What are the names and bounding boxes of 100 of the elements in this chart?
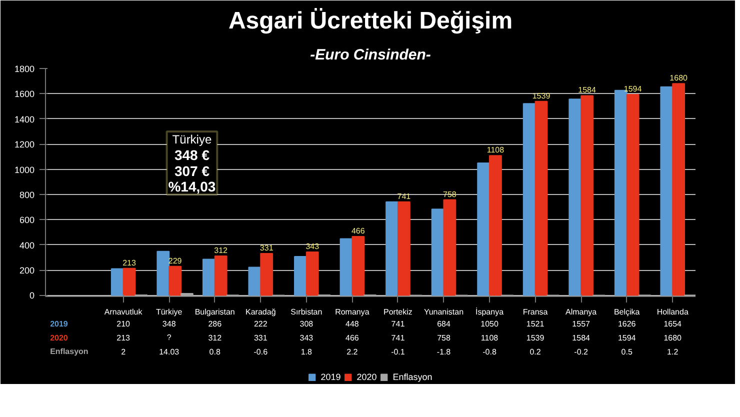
bar [580,95,594,296]
data-label: 1108 [480,334,499,342]
data-label: 1.2 [667,348,679,356]
bar [156,250,170,296]
bar [202,258,216,296]
legend-label: 2019 [320,372,341,382]
x-tick-label: Belçika [614,308,640,316]
data-label: 213 [116,334,131,342]
bar [672,83,686,296]
data-label: 1680 [664,334,682,342]
text: 2019 [50,320,68,328]
data-label: 1557 [572,320,591,328]
bar [489,155,502,296]
data-label: 1584 [572,334,591,342]
bar [122,268,136,296]
bar [443,199,456,296]
x-tick-label: Yunanistan [424,308,464,316]
data-label: ? [166,333,172,342]
bar [168,266,182,296]
x-tick-label: Almanya [566,308,598,316]
data-label: 1521 [526,320,545,328]
y-tick-label: 800 [19,190,35,200]
x-tick-label: Bulgaristan [194,308,235,316]
data-label: 331 [254,334,268,342]
data-label: 348 [162,320,176,328]
annotation: 1108 [486,146,505,155]
x-tick-label: Sırbistan [290,308,322,316]
data-label: 210 [116,320,131,328]
data-label: 1539 [526,334,545,342]
annotation: 213 [122,258,136,268]
y-tick-label: 1400 [14,114,35,124]
annotation: 348 € [174,147,210,164]
legend-label: Enflasyon [392,372,432,382]
data-label: 2.2 [346,348,358,356]
annotation: 307 € [174,162,210,179]
data-label: 0.2 [530,348,542,356]
y-tick-label: 1600 [14,89,35,100]
annotation: 1594 [624,84,642,94]
data-label: 466 [346,334,360,342]
data-label: 312 [208,334,222,342]
data-label: 2 [121,348,126,356]
bar [248,266,262,296]
data-label: -0.1 [391,348,406,356]
data-label: 1654 [664,320,682,328]
data-label: 222 [254,320,268,328]
data-label: -0.6 [254,348,268,356]
data-label: 0.5 [621,348,633,356]
annotation: 331 [260,244,274,253]
data-label: 1626 [618,320,636,328]
bar [534,100,548,296]
data-label: 0.8 [209,348,221,356]
chart-title: Asgari Ücretteki Değişim [228,8,513,34]
data-label: 308 [300,320,314,328]
y-tick-label: 1000 [14,164,35,175]
y-tick-label: 1800 [14,64,35,74]
data-label: 758 [437,334,451,342]
y-tick-label: 200 [19,266,35,276]
bar [568,98,582,296]
data-label: -1.8 [436,348,452,356]
x-tick-label: Hollanda [656,308,689,316]
data-label: 343 [300,334,314,342]
bar [214,255,228,296]
data-label: 14.03 [159,348,180,356]
bar [660,86,674,296]
bar [110,268,124,296]
data-label: 741 [391,320,406,328]
text: 2020 [50,334,68,342]
data-label: 448 [346,320,360,328]
data-label: 1594 [618,334,636,342]
y-tick-label: 600 [19,215,35,226]
annotation: 1680 [670,74,688,83]
y-tick-label: 1200 [14,140,35,150]
annotation: Türkiye [172,132,212,146]
x-tick-label: Romanya [335,308,370,316]
bar [626,94,640,296]
annotation: 1539 [532,91,551,100]
bar [522,103,536,296]
x-tick-label: İspanya [476,308,504,316]
text: Enflasyon [50,347,88,356]
legend-label: 2020 [356,372,377,382]
x-tick-label: Arnavutluk [104,308,144,316]
bar [386,201,398,296]
y-tick-label: 400 [19,240,35,250]
bar [306,252,319,296]
x-tick-label: Portekiz [384,308,412,316]
data-label: 1050 [480,320,499,328]
data-label: -0.2 [574,348,589,356]
bar [352,236,365,296]
data-label: 1.8 [300,348,313,356]
annotation: 312 [214,246,228,255]
x-tick-label: Fransa [522,308,548,316]
bar [260,253,274,296]
annotation: 1584 [578,86,596,95]
x-tick-label: Türkiye [156,308,183,316]
data-label: 741 [391,334,406,342]
data-label: -0.8 [482,348,497,356]
annotation: 466 [351,226,366,236]
bar [294,256,307,296]
x-tick-label: Karadağ [246,308,276,316]
data-label: 286 [208,320,222,328]
